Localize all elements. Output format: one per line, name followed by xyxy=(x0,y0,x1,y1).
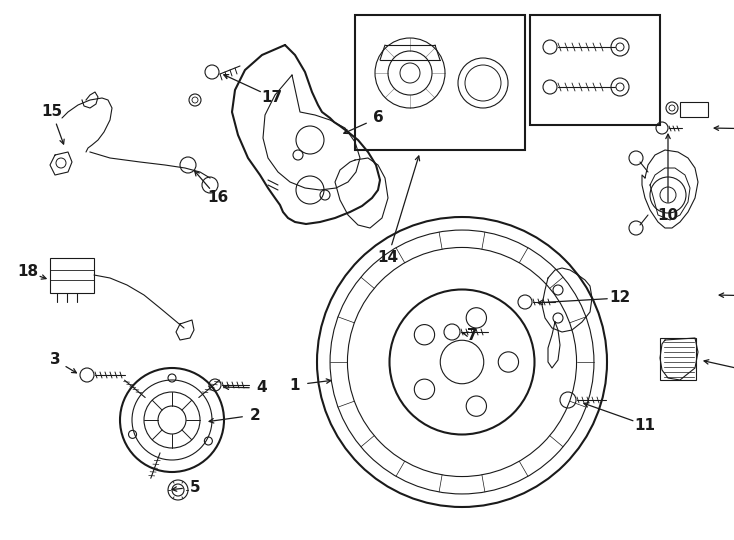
Text: 5: 5 xyxy=(189,480,200,495)
Text: 10: 10 xyxy=(658,207,678,222)
Text: 6: 6 xyxy=(373,111,383,125)
Text: 2: 2 xyxy=(250,408,261,422)
Text: 12: 12 xyxy=(609,291,631,306)
Text: 11: 11 xyxy=(634,417,655,433)
Text: 1: 1 xyxy=(290,377,300,393)
Text: 7: 7 xyxy=(467,327,477,342)
Text: 3: 3 xyxy=(50,353,60,368)
Bar xyxy=(660,338,696,380)
Text: 16: 16 xyxy=(208,191,228,206)
Bar xyxy=(680,102,708,117)
Text: 14: 14 xyxy=(377,249,399,265)
Bar xyxy=(50,258,94,293)
Text: 4: 4 xyxy=(257,381,267,395)
Text: 15: 15 xyxy=(41,105,62,119)
Bar xyxy=(355,15,525,150)
Bar xyxy=(530,15,660,125)
Text: 18: 18 xyxy=(18,265,39,280)
Text: 17: 17 xyxy=(261,90,283,105)
